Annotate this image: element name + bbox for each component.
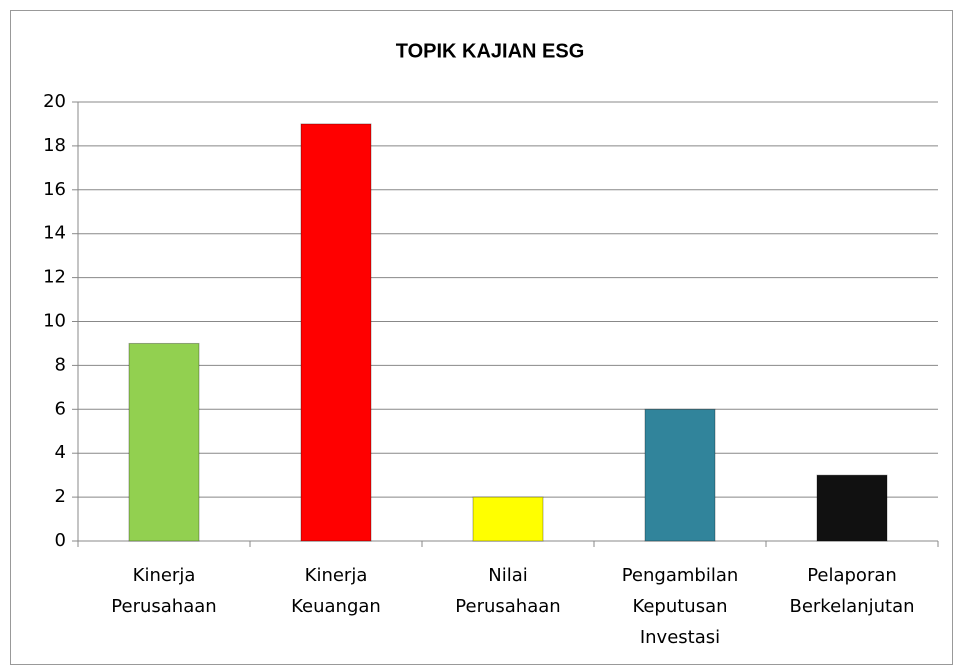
x-tick-label: Pengambilan Keputusan Investasi: [622, 565, 739, 648]
y-tick-label: 20: [43, 91, 66, 112]
y-tick-label: 18: [43, 135, 66, 156]
y-tick-label: 8: [55, 354, 66, 375]
x-tick-label-line: Keputusan: [632, 596, 727, 617]
x-tick-label-line: Nilai: [488, 565, 528, 586]
bar: [128, 342, 200, 542]
chart-title: TOPIK KAJIAN ESG: [396, 40, 585, 62]
y-tick-label: 2: [55, 486, 66, 507]
y-tick-label: 4: [55, 442, 66, 463]
y-tick-label: 16: [43, 179, 66, 200]
x-tick-label-line: Kinerja: [305, 565, 368, 586]
x-tick-label: Kinerja Perusahaan: [111, 565, 216, 617]
x-tick-label: Pelaporan Berkelanjutan: [789, 565, 914, 617]
x-tick-label-line: Pelaporan: [807, 565, 897, 586]
x-tick-label-line: Berkelanjutan: [789, 596, 914, 617]
y-tick-label: 6: [55, 398, 66, 419]
bar: [816, 474, 888, 542]
x-tick-label: Nilai Perusahaan: [455, 565, 560, 617]
chart-frame: [10, 10, 953, 665]
bar: [472, 496, 544, 542]
y-tick-label: 10: [43, 311, 66, 332]
bar: [300, 123, 372, 542]
x-tick-label-line: Perusahaan: [455, 596, 560, 617]
x-tick-label-line: Pengambilan: [622, 565, 739, 586]
x-tick-label-line: Kinerja: [133, 565, 196, 586]
y-tick-label: 0: [55, 530, 66, 551]
x-tick-label-line: Investasi: [640, 627, 720, 648]
y-tick-label: 14: [43, 223, 66, 244]
x-tick-label: Kinerja Keuangan: [291, 565, 381, 617]
bar: [644, 408, 716, 542]
x-tick-label-line: Keuangan: [291, 596, 381, 617]
x-tick-label-line: Perusahaan: [111, 596, 216, 617]
y-tick-label: 12: [43, 267, 66, 288]
